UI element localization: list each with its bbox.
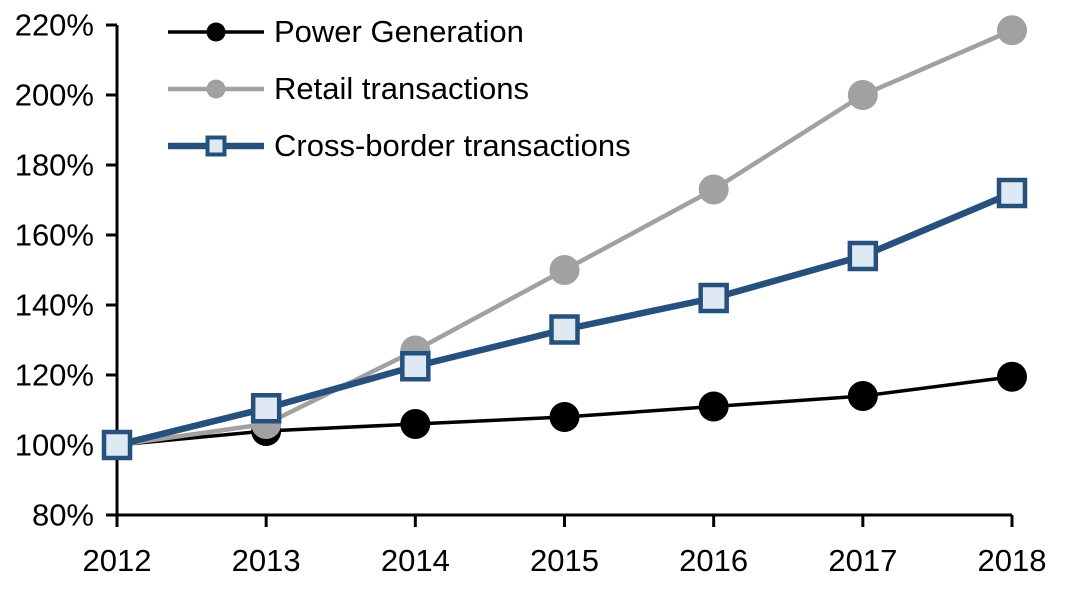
legend-item-retail-transactions: Retail transactions <box>168 60 631 117</box>
y-tick-label: 120% <box>15 358 94 393</box>
y-tick-label: 100% <box>15 428 94 463</box>
y-tick-label: 220% <box>15 8 94 43</box>
line-square-marker-icon <box>168 135 264 156</box>
data-point-marker <box>997 15 1027 46</box>
y-axis-ticks: 80% 100% 120% 140% 160% 180% 200% 220% <box>15 8 117 533</box>
series-2 <box>101 177 1028 461</box>
line-circle-marker-icon <box>168 79 264 98</box>
data-point-marker <box>698 391 729 422</box>
data-point-marker <box>101 429 133 461</box>
legend-label: Retail transactions <box>274 71 530 106</box>
series-0 <box>102 361 1027 460</box>
y-tick-label: 140% <box>15 288 94 323</box>
x-tick-label: 2014 <box>381 543 450 578</box>
x-tick-label: 2017 <box>828 543 897 578</box>
data-point-marker <box>996 177 1028 209</box>
y-tick-label: 180% <box>15 148 94 183</box>
data-point-marker <box>847 240 879 272</box>
chart-legend: Power Generation Retail transactions Cro… <box>168 3 631 174</box>
legend-label: Power Generation <box>274 14 524 49</box>
x-tick-label: 2018 <box>978 543 1047 578</box>
data-point-marker <box>549 314 580 345</box>
legend-item-power-generation: Power Generation <box>168 3 631 60</box>
data-point-marker <box>400 351 431 382</box>
data-point-marker <box>698 282 729 314</box>
data-point-marker <box>847 381 878 411</box>
data-point-marker <box>997 361 1027 392</box>
data-point-marker <box>549 402 580 432</box>
x-tick-label: 2012 <box>83 543 152 578</box>
data-point-marker <box>698 174 729 205</box>
legend-item-cross-border-transactions: Cross-border transactions <box>168 117 631 174</box>
y-tick-label: 80% <box>32 498 94 533</box>
data-point-marker <box>847 80 878 110</box>
y-tick-label: 200% <box>15 78 94 113</box>
x-tick-label: 2013 <box>232 543 301 578</box>
x-tick-label: 2016 <box>679 543 748 578</box>
y-tick-label: 160% <box>15 218 94 253</box>
x-axis-ticks: 2012 2013 2014 2015 2016 2017 2018 <box>83 515 1047 578</box>
data-point-marker <box>250 393 282 424</box>
data-point-marker <box>400 409 431 439</box>
line-circle-marker-icon <box>168 22 264 41</box>
data-point-marker <box>549 255 580 285</box>
legend-label: Cross-border transactions <box>274 128 631 163</box>
x-tick-label: 2015 <box>530 543 599 578</box>
